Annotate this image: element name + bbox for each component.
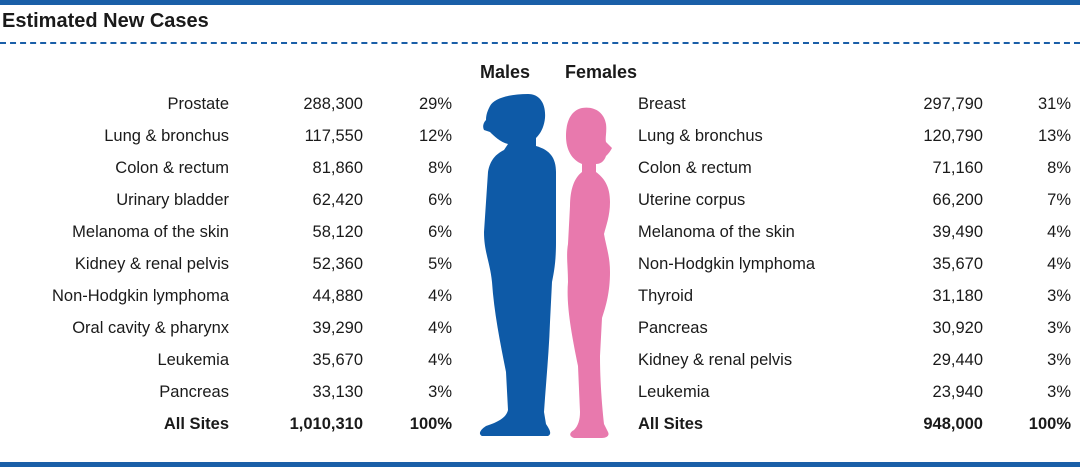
- male-site-label: Melanoma of the skin: [72, 223, 229, 241]
- females-table-row: Thyroid 31,180 3%: [0, 280, 1080, 312]
- males-header: Males: [480, 62, 531, 82]
- males-table-row: Pancreas 33,130 3%: [0, 376, 1080, 408]
- males-table-row: Kidney & renal pelvis 52,360 5%: [0, 248, 1080, 280]
- male-cases-value: 35,670: [312, 351, 363, 369]
- female-cases-value: 297,790: [923, 95, 983, 113]
- male-site-label: Urinary bladder: [116, 191, 229, 209]
- male-site-label: Non-Hodgkin lymphoma: [52, 287, 229, 305]
- male-site-label: Pancreas: [159, 383, 229, 401]
- page-title: Estimated New Cases: [2, 10, 209, 32]
- females-header: Females: [565, 62, 638, 82]
- females-table-row: Melanoma of the skin 39,490 4%: [0, 216, 1080, 248]
- male-percent-value: 3%: [428, 383, 452, 401]
- female-percent-value: 3%: [1047, 351, 1071, 369]
- male-percent-value: 100%: [409, 415, 452, 433]
- male-percent-value: 29%: [418, 95, 452, 113]
- male-site-label: Lung & bronchus: [104, 127, 229, 145]
- males-table-row: Melanoma of the skin 58,120 6%: [0, 216, 1080, 248]
- female-site-label: Breast: [638, 95, 686, 113]
- male-percent-value: 4%: [428, 287, 452, 305]
- males-table-row: Oral cavity & pharynx 39,290 4%: [0, 312, 1080, 344]
- dashed-divider: [0, 42, 1080, 44]
- female-cases-value: 39,490: [932, 223, 983, 241]
- males-table-row: Lung & bronchus 117,550 12%: [0, 120, 1080, 152]
- male-percent-value: 4%: [428, 351, 452, 369]
- female-cases-value: 120,790: [923, 127, 983, 145]
- male-cases-value: 62,420: [312, 191, 363, 209]
- females-table-row: Kidney & renal pelvis 29,440 3%: [0, 344, 1080, 376]
- male-cases-value: 33,130: [312, 383, 363, 401]
- female-site-label: Non-Hodgkin lymphoma: [638, 255, 815, 273]
- female-cases-value: 30,920: [932, 319, 983, 337]
- male-cases-value: 58,120: [312, 223, 363, 241]
- female-percent-value: 31%: [1037, 95, 1071, 113]
- female-percent-value: 3%: [1047, 383, 1071, 401]
- female-site-label: Melanoma of the skin: [638, 223, 795, 241]
- male-percent-value: 4%: [428, 319, 452, 337]
- female-site-label: Thyroid: [638, 287, 694, 305]
- males-table-row: Leukemia 35,670 4%: [0, 344, 1080, 376]
- female-percent-value: 3%: [1047, 319, 1071, 337]
- female-cases-value: 66,200: [932, 191, 983, 209]
- female-site-label: All Sites: [638, 415, 704, 433]
- female-silhouette-icon: [566, 107, 612, 438]
- male-cases-value: 117,550: [304, 127, 363, 145]
- male-percent-value: 8%: [428, 159, 452, 177]
- males-table-row: Prostate 288,300 29%: [0, 88, 1080, 120]
- female-site-label: Uterine corpus: [638, 191, 746, 209]
- female-cases-value: 31,180: [932, 287, 983, 305]
- female-cases-value: 29,440: [932, 351, 983, 369]
- male-percent-value: 6%: [428, 223, 452, 241]
- females-table-row: Colon & rectum 71,160 8%: [0, 152, 1080, 184]
- male-percent-value: 12%: [418, 127, 452, 145]
- females-table-row: Lung & bronchus 120,790 13%: [0, 120, 1080, 152]
- females-table-row: Breast 297,790 31%: [0, 88, 1080, 120]
- male-cases-value: 44,880: [312, 287, 363, 305]
- female-cases-value: 35,670: [932, 255, 983, 273]
- female-percent-value: 100%: [1028, 415, 1071, 433]
- female-site-label: Colon & rectum: [638, 159, 752, 177]
- males-table-row: Colon & rectum 81,860 8%: [0, 152, 1080, 184]
- female-site-label: Leukemia: [638, 383, 710, 401]
- female-percent-value: 13%: [1037, 127, 1071, 145]
- male-site-label: Kidney & renal pelvis: [74, 255, 229, 273]
- top-rule: [0, 0, 1080, 5]
- male-cases-value: 288,300: [303, 95, 363, 113]
- female-cases-value: 948,000: [923, 415, 983, 433]
- male-cases-value: 81,860: [312, 159, 363, 177]
- females-table-row: Non-Hodgkin lymphoma 35,670 4%: [0, 248, 1080, 280]
- female-percent-value: 3%: [1047, 287, 1071, 305]
- males-table-row: Non-Hodgkin lymphoma 44,880 4%: [0, 280, 1080, 312]
- female-cases-value: 71,160: [932, 159, 983, 177]
- females-table-row: Leukemia 23,940 3%: [0, 376, 1080, 408]
- male-cases-value: 52,360: [312, 255, 363, 273]
- male-site-label: Prostate: [167, 95, 229, 113]
- females-total-row: All Sites 948,000 100%: [0, 408, 1080, 440]
- males-total-row: All Sites 1,010,310 100%: [0, 408, 1080, 440]
- male-site-label: Oral cavity & pharynx: [72, 319, 229, 337]
- female-cases-value: 23,940: [932, 383, 983, 401]
- female-percent-value: 8%: [1047, 159, 1071, 177]
- female-percent-value: 4%: [1047, 223, 1071, 241]
- male-silhouette-icon: [479, 94, 556, 436]
- male-cases-value: 1,010,310: [289, 415, 363, 433]
- female-site-label: Pancreas: [638, 319, 708, 337]
- female-percent-value: 4%: [1047, 255, 1071, 273]
- female-percent-value: 7%: [1047, 191, 1071, 209]
- females-table-row: Uterine corpus 66,200 7%: [0, 184, 1080, 216]
- females-table-row: Pancreas 30,920 3%: [0, 312, 1080, 344]
- male-cases-value: 39,290: [312, 319, 363, 337]
- male-percent-value: 6%: [428, 191, 452, 209]
- male-site-label: All Sites: [163, 415, 229, 433]
- male-percent-value: 5%: [428, 255, 452, 273]
- bottom-rule: [0, 462, 1080, 467]
- female-site-label: Lung & bronchus: [638, 127, 763, 145]
- male-site-label: Leukemia: [157, 351, 229, 369]
- female-site-label: Kidney & renal pelvis: [638, 351, 793, 369]
- male-site-label: Colon & rectum: [115, 159, 229, 177]
- males-table-row: Urinary bladder 62,420 6%: [0, 184, 1080, 216]
